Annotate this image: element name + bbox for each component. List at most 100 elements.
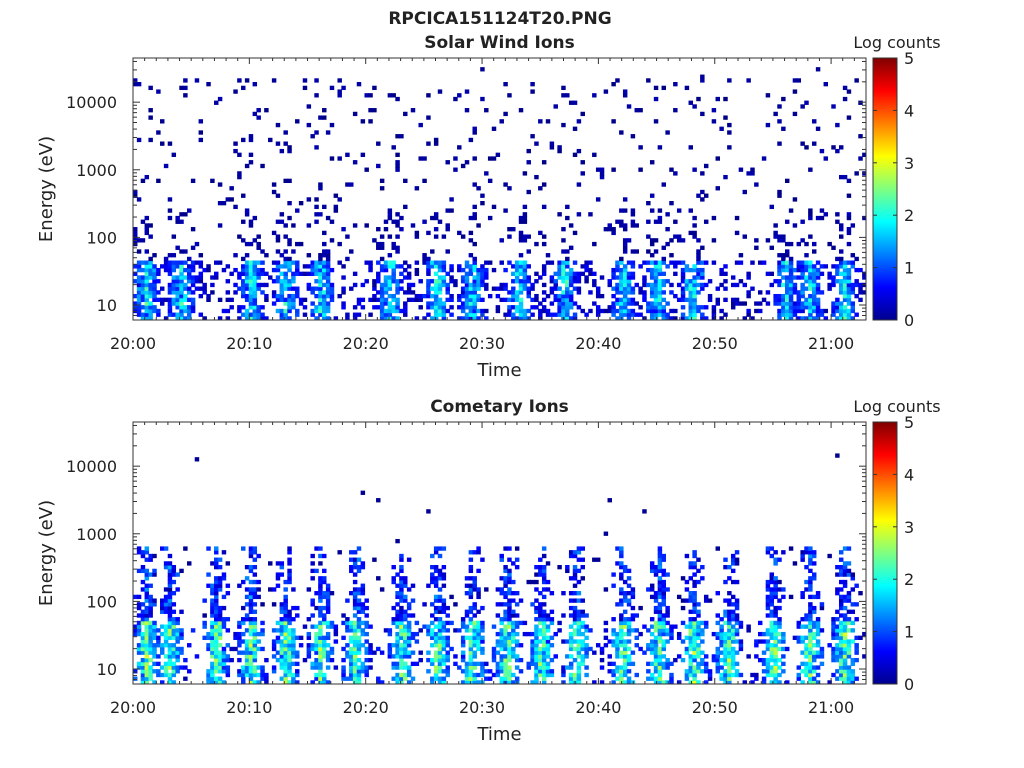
heatmap-cell [214, 271, 219, 276]
heatmap-cell [657, 286, 663, 291]
heatmap-cell [136, 308, 142, 314]
heatmap-cell [395, 631, 400, 637]
heatmap-cell [414, 639, 420, 644]
heatmap-cell [634, 249, 639, 254]
heatmap-cell [441, 260, 447, 265]
heatmap-cell [835, 305, 840, 310]
heatmap-cell [210, 643, 215, 648]
heatmap-cell [480, 96, 485, 102]
heatmap-cell [491, 126, 497, 131]
heatmap-cell [665, 680, 670, 684]
heatmap-cell [503, 82, 508, 87]
heatmap-cell [480, 605, 485, 611]
heatmap-cell [514, 557, 520, 562]
heatmap-cell [441, 635, 447, 640]
heatmap-cell [275, 141, 281, 146]
heatmap-cell [538, 609, 543, 614]
heatmap-cell [815, 631, 821, 637]
heatmap-cell [329, 650, 335, 655]
heatmap-cell [183, 85, 188, 91]
heatmap-cell [615, 676, 620, 681]
heatmap-cell [595, 305, 601, 310]
heatmap-cell [426, 115, 431, 120]
heatmap-cell [665, 628, 670, 633]
heatmap-cell [325, 598, 331, 603]
heatmap-cell [437, 631, 443, 637]
heatmap-cell [194, 286, 200, 291]
heatmap-cell [723, 312, 728, 317]
heatmap-cell [862, 171, 866, 176]
heatmap-cell [225, 561, 231, 566]
heatmap-cell [472, 680, 477, 684]
heatmap-cell [846, 672, 852, 678]
heatmap-cell [248, 631, 254, 637]
heatmap-cell [653, 85, 659, 91]
heatmap-cell [325, 290, 331, 295]
heatmap-cell [565, 565, 570, 570]
heatmap-cell [260, 628, 265, 633]
heatmap-cell [163, 602, 169, 607]
heatmap-cell [433, 672, 439, 678]
heatmap-cell [511, 654, 516, 659]
heatmap-cell [433, 665, 439, 670]
heatmap-cell [337, 197, 342, 202]
heatmap-cell [437, 628, 443, 633]
heatmap-cell [468, 297, 474, 303]
heatmap-cell [781, 550, 786, 555]
heatmap-cell [202, 598, 207, 603]
heatmap-cell [507, 646, 512, 652]
heatmap-cell [835, 308, 840, 314]
heatmap-cell [217, 657, 223, 663]
heatmap-cell [846, 308, 852, 314]
heatmap-cell [163, 631, 169, 637]
heatmap-cell [808, 628, 813, 633]
heatmap-cell [619, 208, 624, 213]
heatmap-cell [518, 598, 524, 603]
heatmap-cell [349, 646, 354, 652]
heatmap-cell [206, 546, 211, 551]
heatmap-cell [406, 635, 412, 640]
heatmap-cell [673, 624, 678, 629]
heatmap-cell [241, 665, 246, 670]
heatmap-cell [140, 178, 146, 184]
heatmap-cell [815, 312, 821, 317]
heatmap-cell [322, 267, 327, 273]
heatmap-cell [310, 561, 315, 566]
heatmap-cell [248, 293, 254, 299]
heatmap-cell [711, 119, 717, 124]
heatmap-cell [171, 152, 177, 157]
heatmap-cell [545, 624, 551, 629]
heatmap-cell [649, 293, 655, 299]
heatmap-cell [190, 275, 196, 280]
heatmap-cell [530, 82, 535, 87]
heatmap-cell [457, 264, 462, 269]
heatmap-cell [221, 665, 227, 670]
heatmap-cell [773, 680, 778, 684]
heatmap-cell [241, 620, 246, 626]
heatmap-cell [252, 672, 258, 678]
heatmap-cell [171, 680, 177, 684]
heatmap-cell [719, 624, 724, 629]
heatmap-cell [534, 643, 539, 648]
heatmap-cell [252, 609, 258, 614]
heatmap-cell [156, 178, 161, 184]
heatmap-cell [472, 256, 477, 262]
heatmap-cell [217, 635, 223, 640]
heatmap-cell [653, 119, 659, 124]
heatmap-cell [183, 308, 188, 314]
heatmap-cell [314, 643, 319, 648]
heatmap-cell [167, 264, 173, 269]
heatmap-cell [700, 661, 705, 667]
heatmap-cell [379, 186, 385, 191]
heatmap-cell [673, 316, 678, 320]
heatmap-cell [576, 212, 582, 217]
heatmap-cell [260, 305, 265, 310]
heatmap-cell [406, 275, 412, 280]
heatmap-cell [626, 271, 632, 276]
heatmap-cell [399, 665, 404, 670]
heatmap-cell [214, 550, 219, 555]
heatmap-cell [692, 605, 697, 611]
heatmap-cell [187, 305, 192, 310]
heatmap-cell [630, 613, 636, 618]
heatmap-cell [237, 643, 242, 648]
